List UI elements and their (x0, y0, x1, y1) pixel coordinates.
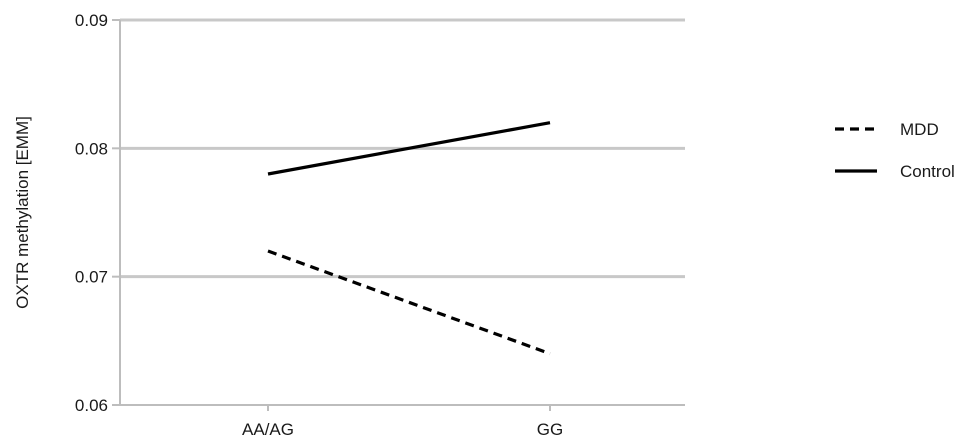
y-tick-label: 0.09 (75, 11, 108, 30)
y-tick-label: 0.08 (75, 139, 108, 158)
series-line-mdd (267, 249, 551, 356)
axes (112, 19, 685, 411)
legend-label-control: Control (900, 162, 955, 181)
y-tick-label: 0.06 (75, 396, 108, 415)
legend: MDD Control (835, 120, 955, 181)
x-tick-label: AA/AG (242, 420, 294, 439)
series-line-control (267, 121, 551, 176)
y-tick-label: 0.07 (75, 268, 108, 287)
y-axis-title: OXTR methylation [EMM] (13, 116, 32, 309)
series (267, 121, 551, 356)
x-tick-label: GG (537, 420, 563, 439)
legend-label-mdd: MDD (900, 120, 939, 139)
tick-labels: 0.06 0.07 0.08 0.09 AA/AG GG (75, 11, 563, 439)
